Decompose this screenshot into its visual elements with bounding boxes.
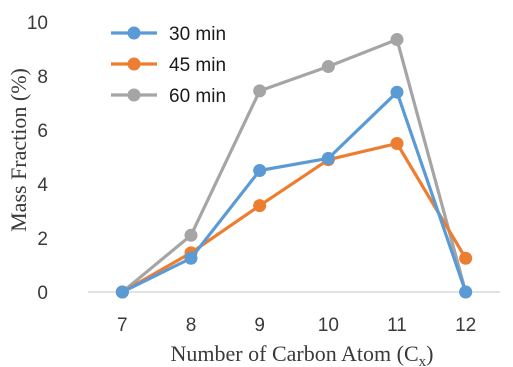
y-tick-label: 6 — [37, 121, 48, 142]
legend: 30 min 45 min 60 min — [111, 24, 226, 107]
data-point — [253, 84, 267, 98]
legend-marker — [127, 26, 141, 40]
legend-item: 30 min — [111, 24, 226, 45]
data-point — [184, 228, 198, 242]
x-tick-label: 11 — [387, 315, 407, 336]
data-point — [390, 137, 404, 150]
data-point — [321, 151, 335, 165]
legend-label: 60 min — [169, 86, 226, 107]
x-axis-title-main: Number of Carbon Atom (C — [171, 341, 419, 366]
data-point — [253, 164, 267, 177]
data-point — [459, 285, 473, 299]
series-30-min — [115, 85, 473, 299]
data-point — [321, 60, 335, 74]
legend-item: 60 min — [111, 86, 226, 107]
y-tick-label: 2 — [37, 229, 48, 250]
legend-marker — [127, 57, 141, 71]
data-point — [459, 251, 473, 265]
data-point — [390, 33, 404, 47]
legend-label: 45 min — [169, 55, 226, 76]
x-axis-title-subscript: x — [419, 354, 427, 367]
x-tick-label: 8 — [186, 315, 197, 336]
data-point — [184, 251, 198, 265]
data-point — [390, 85, 404, 99]
x-tick-label: 9 — [254, 315, 265, 336]
y-tick-label: 4 — [37, 175, 48, 196]
data-point — [253, 199, 267, 213]
plot-area — [115, 33, 473, 299]
series-line — [121, 37, 468, 294]
x-tick-label: 10 — [318, 315, 339, 336]
legend-label: 30 min — [169, 24, 226, 45]
data-point — [115, 285, 129, 299]
series-line — [121, 90, 468, 294]
y-axis-title: Mass Fraction (%) — [6, 68, 31, 232]
x-axis-title: Number of Carbon Atom (Cx) — [171, 341, 434, 367]
y-tick-label: 0 — [37, 283, 48, 304]
x-tick-label: 7 — [117, 315, 128, 336]
x-axis-ticks: 7 8 9 10 11 12 — [117, 315, 476, 336]
x-tick-label: 12 — [455, 315, 476, 336]
y-tick-label: 8 — [37, 67, 48, 88]
legend-marker — [127, 88, 141, 102]
y-tick-label: 10 — [27, 13, 48, 34]
series-line — [121, 141, 468, 294]
series-45-min — [115, 137, 473, 299]
x-axis-title-suffix: ) — [426, 341, 433, 366]
legend-item: 45 min — [111, 55, 226, 76]
y-axis-ticks: 0 2 4 6 8 10 — [27, 13, 49, 304]
